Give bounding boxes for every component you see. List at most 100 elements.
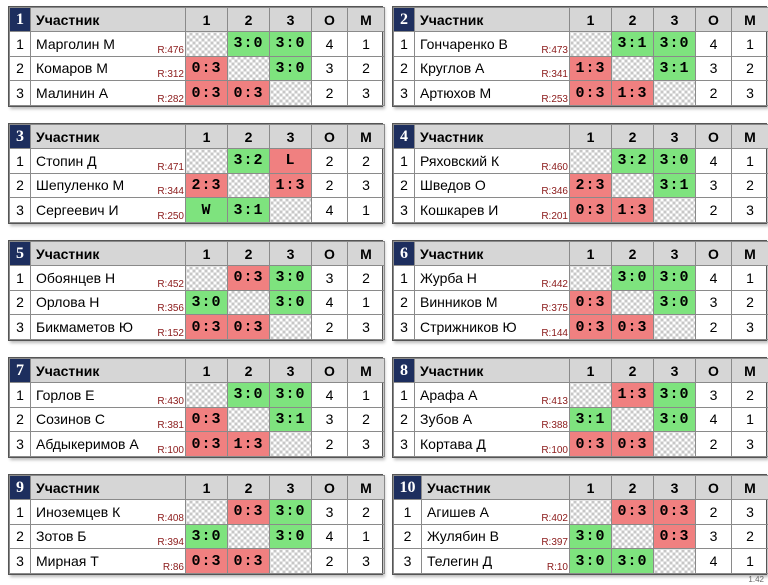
participant-name[interactable]: Орлова Н bbox=[36, 294, 100, 311]
col-header-3: 3 bbox=[653, 7, 696, 32]
points-value: 4 bbox=[695, 548, 732, 574]
participant-name[interactable]: Созинов С bbox=[36, 411, 105, 428]
self-match-cell bbox=[185, 31, 228, 57]
score-cell: 0:3 bbox=[611, 431, 654, 457]
participant-cell[interactable]: Жулябин В R:397 bbox=[421, 523, 570, 550]
points-header: О bbox=[311, 475, 348, 500]
row-position: 3 bbox=[393, 314, 415, 340]
participant-cell[interactable]: Шведов О R:346 bbox=[414, 172, 570, 199]
participant-cell[interactable]: Горлов Е R:430 bbox=[30, 382, 186, 408]
participant-cell[interactable]: Шепуленко М R:344 bbox=[30, 172, 186, 199]
col-header-3: 3 bbox=[653, 124, 696, 149]
score-cell: 1:3 bbox=[611, 197, 654, 223]
participant-rating: R:460 bbox=[541, 161, 568, 173]
participant-name[interactable]: Шведов О bbox=[420, 177, 486, 194]
group-table-10: 10 Участник 1 2 3 О М 1 Агишев А R:402 0:3 0:3 2 3 2 Жу… bbox=[392, 474, 768, 575]
participant-cell[interactable]: Сергеевич И R:250 bbox=[30, 197, 186, 223]
participant-cell[interactable]: Абдыкеримов А R:100 bbox=[30, 431, 186, 457]
table-row: 1 Иноземцев К R:408 0:3 3:0 3 2 bbox=[9, 499, 385, 525]
participant-rating: R:442 bbox=[541, 278, 568, 290]
participant-name[interactable]: Арафа А bbox=[420, 386, 478, 403]
participant-name[interactable]: Зотов Б bbox=[36, 528, 87, 545]
participant-cell[interactable]: Иноземцев К R:408 bbox=[30, 499, 186, 525]
participant-cell[interactable]: Телегин Д R:10 bbox=[421, 548, 570, 574]
participant-cell[interactable]: Артюхов М R:253 bbox=[414, 80, 570, 106]
participant-name[interactable]: Сергеевич И bbox=[36, 202, 119, 219]
participant-header: Участник bbox=[414, 241, 570, 266]
self-match-cell bbox=[569, 499, 612, 525]
points-value: 2 bbox=[695, 499, 732, 525]
score-cell: 0:3 bbox=[227, 80, 270, 106]
participant-rating: R:201 bbox=[541, 211, 568, 222]
participant-rating: R:394 bbox=[157, 537, 184, 549]
participant-cell[interactable]: Комаров М R:312 bbox=[30, 55, 186, 82]
participant-name[interactable]: Стопин Д bbox=[36, 152, 97, 169]
participant-cell[interactable]: Круглов А R:341 bbox=[414, 55, 570, 82]
participant-rating: R:100 bbox=[541, 445, 568, 456]
participant-cell[interactable]: Кортава Д R:100 bbox=[414, 431, 570, 457]
col-header-1: 1 bbox=[569, 7, 612, 32]
participant-name[interactable]: Горлов Е bbox=[36, 386, 95, 403]
participant-cell[interactable]: Арафа А R:413 bbox=[414, 382, 570, 408]
participant-name[interactable]: Винников М bbox=[420, 294, 498, 311]
participant-cell[interactable]: Стопин Д R:471 bbox=[30, 148, 186, 174]
participant-cell[interactable]: Мирная Т R:86 bbox=[30, 548, 186, 574]
place-value: 3 bbox=[731, 314, 768, 340]
participant-name[interactable]: Журба Н bbox=[420, 269, 477, 286]
participant-name[interactable]: Абдыкеримов А bbox=[36, 436, 139, 453]
participant-name[interactable]: Ряховский К bbox=[420, 152, 500, 169]
points-value: 3 bbox=[695, 55, 732, 82]
participant-cell[interactable]: Зубов А R:388 bbox=[414, 406, 570, 433]
participant-name[interactable]: Стрижников Ю bbox=[420, 319, 517, 336]
participant-cell[interactable]: Орлова Н R:356 bbox=[30, 289, 186, 316]
table-row: 2 Комаров М R:312 0:3 3:0 3 2 bbox=[9, 55, 385, 82]
participant-cell[interactable]: Агишев А R:402 bbox=[421, 499, 570, 525]
row-position: 2 bbox=[9, 406, 31, 433]
participant-cell[interactable]: Стрижников Ю R:144 bbox=[414, 314, 570, 340]
participant-cell[interactable]: Марголин М R:476 bbox=[30, 31, 186, 57]
row-position: 1 bbox=[9, 265, 31, 291]
participant-name[interactable]: Гончаренко В bbox=[420, 35, 508, 52]
score-cell: 3:0 bbox=[185, 523, 228, 550]
participant-name[interactable]: Телегин Д bbox=[427, 553, 493, 570]
participant-name[interactable]: Марголин М bbox=[36, 35, 115, 52]
participant-cell[interactable]: Бикмаметов Ю R:152 bbox=[30, 314, 186, 340]
participant-name[interactable]: Бикмаметов Ю bbox=[36, 319, 134, 336]
col-header-2: 2 bbox=[227, 124, 270, 149]
col-header-3: 3 bbox=[269, 241, 312, 266]
group-grid: 3 Участник 1 2 3 О М 1 Стопин Д R:471 3:2 L 2 2 2 Шепул… bbox=[9, 124, 385, 223]
participant-name[interactable]: Круглов А bbox=[420, 60, 485, 77]
participant-name[interactable]: Малинин А bbox=[36, 85, 109, 102]
place-value: 2 bbox=[731, 172, 768, 199]
participant-name[interactable]: Артюхов М bbox=[420, 85, 492, 102]
participant-cell[interactable]: Кошкарев И R:201 bbox=[414, 197, 570, 223]
participant-cell[interactable]: Обоянцев Н R:452 bbox=[30, 265, 186, 291]
group-grid: 1 Участник 1 2 3 О М 1 Марголин М R:476 3:0 3:0 4 1 2 К… bbox=[9, 7, 385, 106]
participant-name[interactable]: Комаров М bbox=[36, 60, 108, 77]
participant-name[interactable]: Иноземцев К bbox=[36, 503, 121, 520]
participant-cell[interactable]: Ряховский К R:460 bbox=[414, 148, 570, 174]
score-cell: 0:3 bbox=[185, 314, 228, 340]
participant-name[interactable]: Зубов А bbox=[420, 411, 473, 428]
participant-cell[interactable]: Малинин А R:282 bbox=[30, 80, 186, 106]
participant-cell[interactable]: Журба Н R:442 bbox=[414, 265, 570, 291]
participant-cell[interactable]: Созинов С R:381 bbox=[30, 406, 186, 433]
participant-name[interactable]: Жулябин В bbox=[427, 528, 500, 545]
place-header: М bbox=[347, 124, 385, 149]
participant-name[interactable]: Шепуленко М bbox=[36, 177, 125, 194]
score-cell: 3:0 bbox=[653, 31, 696, 57]
place-value: 3 bbox=[347, 314, 385, 340]
participant-cell[interactable]: Винников М R:375 bbox=[414, 289, 570, 316]
participant-name[interactable]: Мирная Т bbox=[36, 553, 99, 570]
participant-cell[interactable]: Зотов Б R:394 bbox=[30, 523, 186, 550]
participant-name[interactable]: Обоянцев Н bbox=[36, 269, 116, 286]
participant-cell[interactable]: Гончаренко В R:473 bbox=[414, 31, 570, 57]
table-row: 2 Круглов А R:341 1:3 3:1 3 2 bbox=[393, 55, 768, 82]
score-cell: L bbox=[269, 148, 312, 174]
participant-name[interactable]: Кортава Д bbox=[420, 436, 486, 453]
participant-name[interactable]: Агишев А bbox=[427, 503, 489, 520]
participant-name[interactable]: Кошкарев И bbox=[420, 202, 499, 219]
col-header-1: 1 bbox=[185, 241, 228, 266]
table-row: 2 Орлова Н R:356 3:0 3:0 4 1 bbox=[9, 289, 385, 316]
self-match-cell bbox=[227, 172, 270, 199]
